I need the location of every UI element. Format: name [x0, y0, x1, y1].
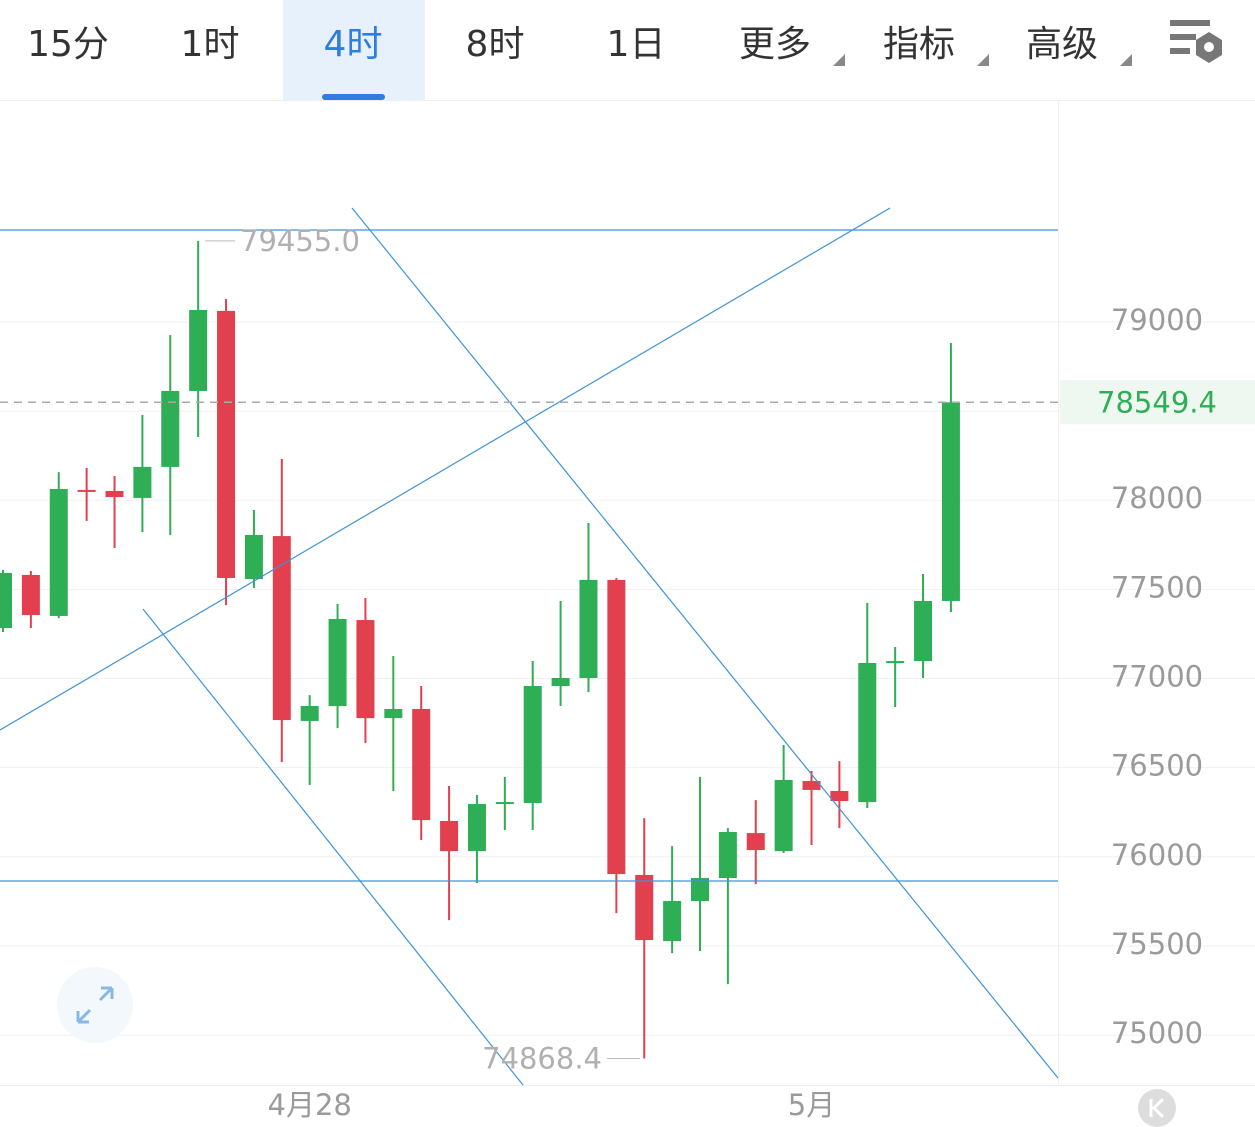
trend-line [142, 608, 524, 1086]
x-tick-label: 4月28 [268, 1088, 352, 1122]
last-price-bg [1060, 380, 1255, 425]
candle-body [105, 490, 124, 498]
y-tick-label: 79000 [1111, 303, 1203, 337]
candle-body [189, 310, 208, 391]
candle-body [356, 620, 375, 719]
candle-body [467, 804, 486, 852]
toolbar: 15分 1时 4时 8时 1日 更多 指标 高级 [27, 24, 1098, 65]
candle-body [718, 832, 737, 879]
grid: 75000 75500 76000 76500 77000 77500 78000 79000 [0, 303, 1255, 1050]
collapse-button[interactable] [1138, 1089, 1176, 1127]
candles: 4月28 5月 [0, 240, 960, 1122]
candle-body [495, 802, 514, 805]
candle-body [133, 466, 152, 498]
candle-body [49, 489, 68, 616]
y-tick-label: 75000 [1111, 1016, 1203, 1050]
candle-body [412, 709, 431, 821]
candle-body [77, 489, 96, 492]
dropdown-arrow [833, 54, 845, 66]
candle-body [440, 820, 459, 852]
candle-body [774, 779, 793, 852]
candle-body [691, 878, 709, 902]
drawings [0, 207, 1059, 1086]
candle-body [244, 535, 263, 580]
tab[interactable]: 1时 [181, 24, 240, 65]
tab[interactable]: 指标 [883, 24, 955, 65]
candle-body [384, 709, 403, 719]
tab[interactable]: 15分 [27, 24, 109, 65]
selected-indicator [322, 94, 385, 100]
tab[interactable]: 8时 [466, 24, 525, 65]
dropdown-arrow [1120, 54, 1132, 66]
candle-body [663, 901, 682, 942]
tab[interactable]: 4时 [324, 24, 383, 65]
candle-body [635, 874, 654, 941]
annotations: 78549.4 79455.0 74868.4 [0, 224, 1255, 1076]
candle-body [21, 574, 40, 616]
y-tick-label: 77000 [1111, 660, 1203, 694]
trend-line [351, 207, 1059, 1079]
candle-body [802, 781, 821, 790]
last-price-label: 78549.4 [1097, 385, 1217, 419]
high-label: 79455.0 [240, 224, 360, 258]
candle-body [886, 661, 905, 664]
candle-body [746, 833, 765, 851]
trend-line [0, 207, 891, 731]
candle-body [272, 536, 291, 721]
candle-body [0, 572, 12, 629]
tab[interactable]: 1日 [607, 24, 666, 65]
candle-body [161, 390, 180, 467]
tab[interactable]: 更多 [739, 24, 811, 65]
candle-body [217, 310, 236, 578]
candle-body [300, 705, 319, 721]
candle-body [941, 402, 960, 601]
y-tick-label: 76000 [1111, 838, 1203, 872]
selected-tab-bg [283, 0, 425, 100]
low-label: 74868.4 [482, 1042, 602, 1076]
candle-body [607, 579, 626, 875]
candle-body [858, 663, 877, 803]
x-tick-label: 5月 [788, 1088, 835, 1122]
expand-button[interactable] [57, 967, 133, 1043]
candle-body [830, 791, 849, 801]
y-tick-label: 78000 [1111, 481, 1203, 515]
dropdown-arrow [977, 54, 989, 66]
candle-body [523, 686, 542, 803]
candle-body [551, 677, 570, 687]
y-tick-label: 75500 [1111, 927, 1203, 961]
candle-body [914, 600, 933, 662]
candle-body [579, 579, 598, 678]
settings-icon[interactable] [1170, 20, 1222, 63]
y-tick-label: 76500 [1111, 749, 1203, 783]
candle-body [328, 618, 347, 706]
y-tick-label: 77500 [1111, 570, 1203, 604]
tab[interactable]: 高级 [1026, 24, 1098, 65]
